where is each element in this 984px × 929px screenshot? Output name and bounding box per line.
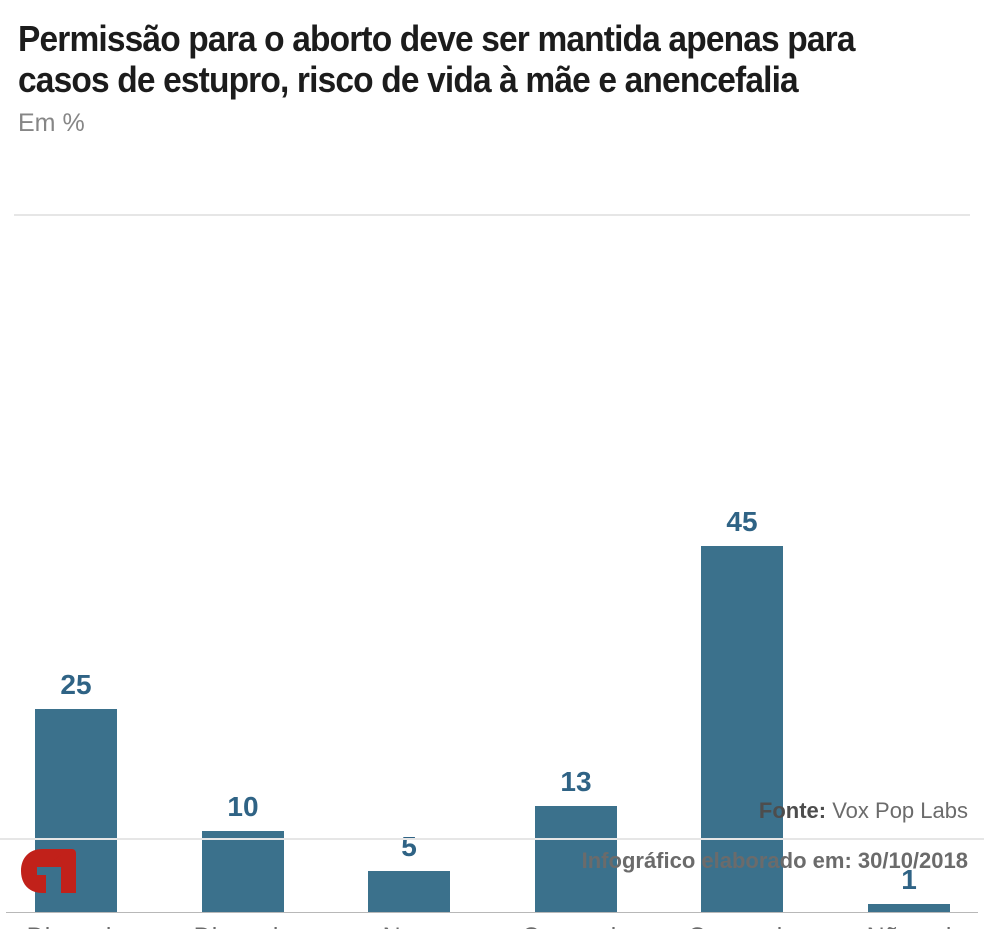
bar-group: 5 [368,831,450,912]
bar-group: 45 [701,506,783,912]
bar-value-label: 10 [227,791,259,822]
bar-value-label: 25 [60,669,92,700]
category-label: Nem concordo nem discordo [323,922,495,929]
bar [868,904,950,912]
category-label: Discordo um pouco [157,922,329,929]
source-credit: Fonte: Vox Pop Labs [759,797,968,825]
bar [701,546,783,912]
bar [535,806,617,912]
bar-value-label: 45 [726,506,758,537]
x-axis-line [6,912,978,913]
category-label: Discordo muito [0,922,162,929]
chart-plot-area: 25 10 5 13 45 1 Discordo muitoDiscordo um pou… [0,230,984,929]
g1-logo [20,849,82,893]
chart-subtitle: Em % [18,109,85,137]
bar-group: 1 [868,864,950,912]
bar [368,871,450,912]
bar-value-label: 13 [560,766,592,797]
bar-value-label: 1 [901,864,917,895]
bar-value-label: 5 [401,831,417,862]
category-label: Concordo um pouco [490,922,662,929]
x-axis-tick-labels: Discordo muitoDiscordo um poucoNem conco… [0,922,984,929]
source-name: Vox Pop Labs [832,798,968,823]
footer-divider [0,838,984,840]
header-divider [14,214,970,216]
header: Permissão para o aborto deve ser mantida… [0,0,984,137]
source-label: Fonte: [758,798,827,823]
bar-group: 10 [202,791,284,912]
bar-group: 13 [535,766,617,912]
bar [202,831,284,912]
publication-date: Infográfico elaborado em: 30/10/2018 [581,848,968,873]
category-label: Não sei [823,922,984,929]
page-title: Permissão para o aborto deve ser mantida… [18,18,855,100]
category-label: Concordo muito [656,922,828,929]
